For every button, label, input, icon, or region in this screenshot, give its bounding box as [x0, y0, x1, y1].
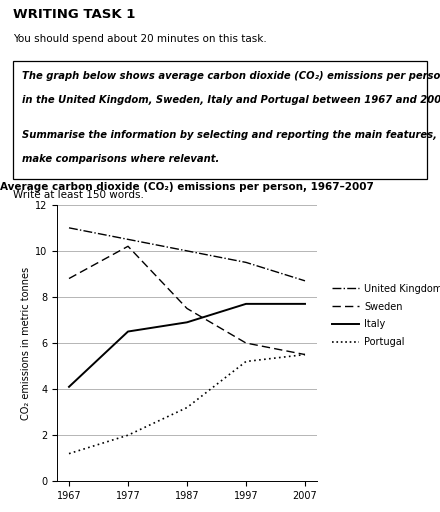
Text: Summarise the information by selecting and reporting the main features, and: Summarise the information by selecting a… — [22, 130, 440, 140]
Text: WRITING TASK 1: WRITING TASK 1 — [13, 8, 136, 20]
Text: Average carbon dioxide (CO₂) emissions per person, 1967–2007: Average carbon dioxide (CO₂) emissions p… — [0, 182, 374, 192]
Y-axis label: CO₂ emissions in metric tonnes: CO₂ emissions in metric tonnes — [21, 266, 31, 420]
Text: The graph below shows average carbon dioxide (CO₂) emissions per person: The graph below shows average carbon dio… — [22, 71, 440, 81]
Legend: United Kingdom, Sweden, Italy, Portugal: United Kingdom, Sweden, Italy, Portugal — [332, 284, 440, 347]
Text: in the United Kingdom, Sweden, Italy and Portugal between 1967 and 2007.: in the United Kingdom, Sweden, Italy and… — [22, 95, 440, 105]
Text: You should spend about 20 minutes on this task.: You should spend about 20 minutes on thi… — [13, 34, 267, 45]
Text: make comparisons where relevant.: make comparisons where relevant. — [22, 154, 219, 164]
Text: Write at least 150 words.: Write at least 150 words. — [13, 190, 144, 201]
